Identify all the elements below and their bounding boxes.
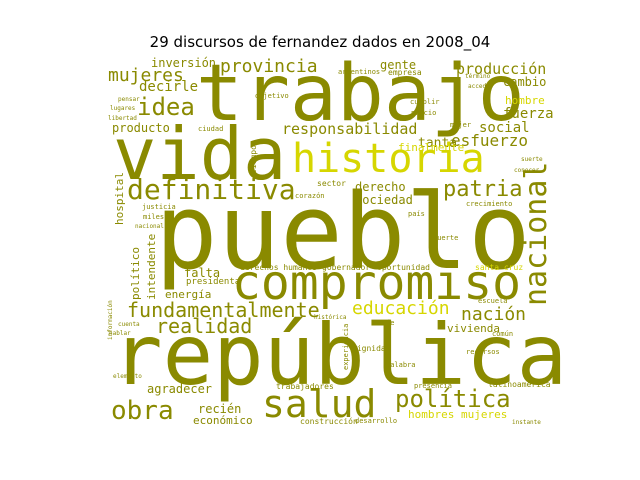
cloud-word: corazón [295, 192, 325, 200]
cloud-word: desarrollo [355, 417, 398, 425]
cloud-word: obra [111, 396, 174, 426]
cloud-word: ciudad [198, 125, 224, 133]
cloud-word: fe [386, 319, 395, 327]
cloud-word: producción [456, 60, 547, 78]
cloud-word: gobernador [322, 263, 371, 272]
cloud-word: hombres mujeres [408, 408, 508, 421]
cloud-word: hospital [113, 172, 126, 225]
cloud-word: tiempo [249, 145, 258, 174]
figure-title: 29 discursos de fernandez dados en 2008_… [149, 33, 491, 51]
cloud-word: argentinos [338, 68, 381, 76]
cloud-word: energía [165, 288, 212, 301]
cloud-word: política [395, 385, 511, 413]
cloud-word: historia [292, 136, 485, 182]
cloud-word: finalmente [398, 141, 465, 154]
cloud-word: dignidad [352, 344, 391, 353]
cloud-word: histórica [314, 314, 347, 321]
cloud-word: elemento [113, 373, 142, 380]
cloud-word: trabajadores [276, 382, 334, 391]
cloud-word: realidad [156, 314, 253, 338]
cloud-word: provincia [220, 56, 318, 77]
cloud-word: nacional [519, 161, 554, 307]
cloud-word: decirle [139, 79, 199, 95]
cloud-word: fuerte [433, 234, 459, 242]
cloud-word: nación [461, 304, 527, 325]
cloud-word: sociedad [355, 193, 413, 207]
cloud-word: recursos [466, 348, 500, 356]
cloud-word: mujeres [108, 65, 184, 86]
cloud-word: empresa [388, 68, 422, 77]
cloud-word: república [112, 306, 568, 404]
cloud-word: recién [198, 402, 242, 416]
cloud-word: nacional [135, 223, 164, 230]
cloud-word: derechos humanos [240, 263, 318, 272]
cloud-word: cumplir [410, 98, 440, 106]
cloud-word: económico [193, 414, 253, 427]
cloud-word: latinoamérica [488, 380, 551, 389]
cloud-word: suerte [521, 156, 543, 163]
cloud-word: santa cruz [475, 263, 524, 272]
cloud-word: palabra [386, 361, 416, 369]
cloud-word: cambio [503, 75, 547, 89]
cloud-word: mujer [450, 121, 472, 129]
cloud-word: objetivo [255, 92, 289, 100]
cloud-word: presidenta [186, 277, 241, 287]
cloud-word: presencia [414, 382, 452, 390]
cloud-word: derecho [355, 180, 406, 194]
cloud-word: esfuerzo [451, 131, 529, 150]
cloud-word: idea [137, 93, 195, 121]
cloud-word: conocer [514, 167, 540, 174]
cloud-word: país [408, 210, 425, 218]
cloud-word: trabajo [196, 49, 525, 139]
cloud-word: miles [143, 213, 165, 221]
cloud-word: compromiso [232, 255, 521, 311]
cloud-word: común [492, 330, 514, 338]
cloud-word: libertad [108, 115, 137, 122]
cloud-word: acceder [468, 83, 494, 90]
cloud-word: definitiva [127, 173, 296, 206]
cloud-word: término [465, 73, 491, 80]
cloud-word: vivienda [447, 322, 500, 335]
cloud-word: construcción [300, 417, 358, 426]
cloud-word: gente [380, 58, 417, 72]
cloud-word: hombre [505, 94, 545, 107]
cloud-word: fuerza [503, 106, 554, 122]
cloud-word: instante [512, 419, 541, 426]
cloud-word: escuela [478, 297, 508, 305]
cloud-word: pueblo [155, 171, 531, 293]
cloud-word: sector [317, 179, 346, 188]
cloud-word: justicia [142, 203, 176, 211]
cloud-word: agradecer [147, 382, 213, 396]
cloud-word: lugares [110, 105, 136, 112]
cloud-word: oportunidad [377, 263, 430, 272]
cloud-word: salud [262, 382, 377, 426]
cloud-word: producto [112, 121, 170, 135]
cloud-word: vida [113, 112, 287, 196]
cloud-word: responsabilidad [282, 120, 418, 138]
cloud-word: experiencia [342, 323, 350, 370]
cloud-word: inversión [151, 56, 217, 70]
cloud-word: social [479, 120, 530, 136]
cloud-word: intendente [145, 233, 158, 300]
cloud-word: falta [184, 266, 221, 280]
cloud-word: político [129, 247, 142, 300]
cloud-word: tanta [418, 136, 458, 151]
cloud-word: pensar [118, 96, 140, 103]
cloud-word: hablar [109, 330, 131, 337]
cloud-word: cuenta [118, 321, 140, 328]
cloud-word: fundamentalmente [127, 298, 320, 322]
cloud-word: crecimiento [466, 200, 513, 208]
cloud-word: precio [411, 109, 437, 117]
cloud-word: educación [352, 298, 450, 319]
cloud-word: patria [443, 177, 523, 202]
